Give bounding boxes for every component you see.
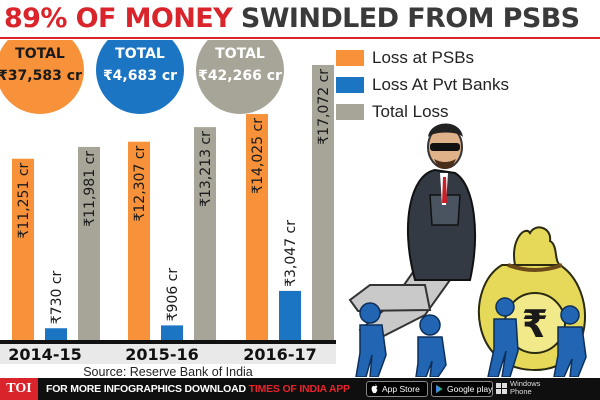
carrier-figures-icon xyxy=(355,297,587,377)
value-label-1-2016-17: ₹14,025 cr xyxy=(250,118,266,194)
promo-brand: TIMES OF INDIA APP xyxy=(248,383,350,395)
legend-swatch-3 xyxy=(336,104,364,120)
bar-1-2014-15 xyxy=(12,158,34,340)
windows-icon xyxy=(496,383,507,394)
total-value-2: ₹4,683 cr xyxy=(103,68,177,84)
value-label-2-2015-16: ₹906 cr xyxy=(165,268,181,322)
total-bubble-3 xyxy=(196,40,284,114)
headline-part-1: 89% OF MONEY xyxy=(4,3,233,34)
windows-phone-badge[interactable]: Windows Phone xyxy=(496,380,556,398)
headline-part-2: SWINDLED FROM PSBS xyxy=(240,3,580,34)
bar-3-2016-17 xyxy=(312,64,334,340)
windows-line-1: Windows xyxy=(510,379,541,388)
legend-item-1: Loss at PSBs xyxy=(336,47,576,69)
footer-bar: TOI FOR MORE INFOGRAPHICS DOWNLOAD TIMES… xyxy=(0,378,600,400)
app-store-label: App Store xyxy=(382,384,420,394)
footer-promo: FOR MORE INFOGRAPHICS DOWNLOAD TIMES OF … xyxy=(46,378,350,400)
value-label-3-2016-17: ₹17,072 cr xyxy=(316,69,332,145)
x-axis-line xyxy=(0,340,336,344)
legend-item-2: Loss At Pvt Banks xyxy=(336,74,576,96)
bar-3-2015-16 xyxy=(194,127,216,340)
promo-text: FOR MORE INFOGRAPHICS DOWNLOAD xyxy=(46,383,246,395)
legend-item-3: Total Loss xyxy=(336,101,576,123)
rupee-symbol-icon: ₹ xyxy=(522,302,548,346)
value-label-1-2015-16: ₹12,307 cr xyxy=(132,145,148,221)
bar-1-2015-16 xyxy=(128,141,150,340)
bar-1-2016-17 xyxy=(246,114,268,341)
banker-figure-icon xyxy=(348,123,476,345)
value-label-3-2014-15: ₹11,981 cr xyxy=(82,151,98,227)
google-play-icon xyxy=(436,384,443,394)
bar-chart: TOTAL ₹37,583 cr TOTAL ₹4,683 cr TOTAL ₹42,26… xyxy=(0,40,336,378)
legend-label-1: Loss at PSBs xyxy=(372,48,475,67)
total-title-1: TOTAL xyxy=(15,46,65,62)
category-label-2014-15: 2014-15 xyxy=(8,345,81,364)
bar-3-2014-15 xyxy=(78,146,100,340)
app-store-badge[interactable]: App Store xyxy=(366,381,428,397)
total-value-3: ₹42,266 cr xyxy=(198,68,282,84)
legend-label-3: Total Loss xyxy=(372,102,449,121)
total-value-1: ₹37,583 cr xyxy=(0,68,82,84)
headline: 89% OF MONEY SWINDLED FROM PSBS xyxy=(4,2,596,36)
category-label-2015-16: 2015-16 xyxy=(125,345,198,364)
toi-logo: TOI xyxy=(0,378,38,400)
total-bubble-1 xyxy=(0,40,84,114)
value-label-1-2014-15: ₹11,251 cr xyxy=(16,162,32,238)
value-label-2-2016-17: ₹3,047 cr xyxy=(283,220,299,287)
total-bubble-2 xyxy=(96,40,184,114)
source-note: Source: Reserve Bank of India xyxy=(83,365,253,378)
bar-2-2015-16 xyxy=(161,325,183,340)
value-label-3-2015-16: ₹13,213 cr xyxy=(198,131,214,207)
value-label-2-2014-15: ₹730 cr xyxy=(49,270,65,324)
category-band xyxy=(0,344,336,364)
total-title-2: TOTAL xyxy=(115,46,165,62)
google-play-badge[interactable]: Google play xyxy=(431,381,493,397)
headline-rule xyxy=(0,37,600,39)
banker-on-money-bag-illustration: ₹ xyxy=(348,123,587,377)
category-label-2016-17: 2016-17 xyxy=(243,345,316,364)
google-play-label: Google play xyxy=(447,384,493,394)
total-title-3: TOTAL xyxy=(215,46,265,62)
windows-line-2: Phone xyxy=(510,387,532,396)
bar-2-2016-17 xyxy=(279,290,301,340)
legend-swatch-1 xyxy=(336,50,364,66)
legend-label-2: Loss At Pvt Banks xyxy=(372,75,510,94)
legend-swatch-2 xyxy=(336,77,364,93)
apple-icon xyxy=(371,384,378,394)
bar-2-2014-15 xyxy=(45,328,67,340)
